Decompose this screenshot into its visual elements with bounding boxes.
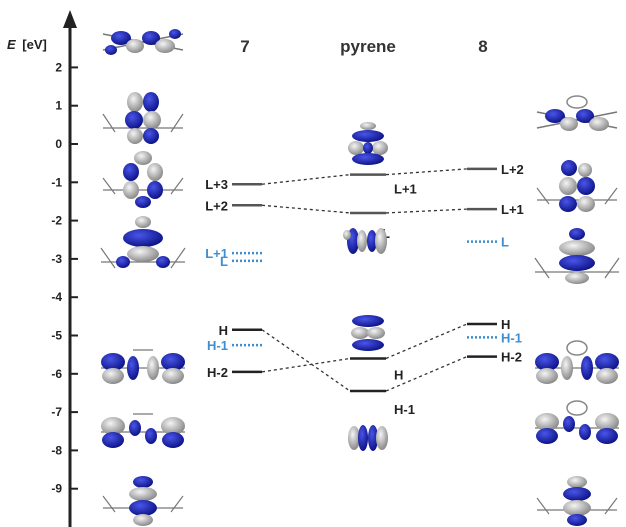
axis-tick-label: 2 [55, 60, 62, 74]
axis-tick-label: -5 [51, 329, 62, 343]
orbital-8-H-2 [536, 476, 618, 526]
orbital-8-L [534, 228, 620, 284]
orbital-7-L [100, 216, 186, 269]
level-label-pyrene-H: H [394, 367, 403, 382]
axis-ticks: 2 1 0 -1 -2 -3 -4 -5 -6 -7 -8 -9 [51, 60, 78, 496]
orbital-pyrene-H [351, 315, 385, 351]
axis-tick-label: -6 [51, 367, 62, 381]
level-label-c8-L: L [501, 235, 509, 250]
correlation-line [385, 355, 468, 392]
level-label-c7-L: L [220, 254, 228, 269]
correlation-lines [261, 168, 468, 392]
level-label-c8-L+1: L+1 [501, 202, 524, 217]
axis-tick-label: -1 [51, 175, 62, 189]
correlation-line [261, 173, 351, 185]
orbital-pyrene-L [343, 228, 387, 254]
level-label-c7-H-1: H-1 [207, 338, 228, 353]
correlation-line [385, 208, 468, 214]
level-label-c7-H-2: H-2 [207, 365, 228, 380]
correlation-line [261, 204, 351, 214]
orbital-images [100, 29, 620, 526]
level-label-c8-H: H [501, 317, 510, 332]
axis-tick-label: -2 [51, 214, 62, 228]
level-label-pyrene-L+1: L+1 [394, 182, 417, 197]
correlation-line [385, 168, 468, 176]
orbital-7-L+2 [102, 92, 184, 144]
orbital-8-H-1 [535, 400, 619, 444]
correlation-line [261, 329, 351, 392]
axis-tick-label: -4 [51, 290, 62, 304]
level-label-c7-L+2: L+2 [205, 198, 228, 213]
axis-title: E [eV] [7, 37, 47, 52]
axis-tick-label: -7 [51, 405, 62, 419]
orbital-7-L+1 [102, 151, 184, 208]
orbital-7-H [101, 349, 185, 384]
correlation-line [385, 323, 468, 360]
axis-tick-label: 0 [55, 137, 62, 151]
axis-title-symbol: E [7, 37, 16, 52]
correlation-line [261, 357, 351, 373]
level-label-c7-L+1: L+1 [205, 246, 228, 261]
axis-tick-label: -8 [51, 443, 62, 457]
level-label-c8-H-1: H-1 [501, 330, 522, 345]
axis-title-unit: [eV] [22, 37, 47, 52]
orbital-8-H [535, 340, 619, 384]
orbital-8-L+1 [536, 160, 618, 212]
orbital-7-H-2 [102, 476, 184, 526]
axis-tick-label: -9 [51, 482, 62, 496]
orbital-pyrene-H-1 [348, 425, 388, 451]
level-label-c7-H: H [219, 323, 228, 338]
level-label-c8-L+2: L+2 [501, 162, 524, 177]
energy-axis: E [eV] 2 1 0 -1 -2 -3 -4 -5 -6 -7 -8 -9 [7, 10, 78, 527]
level-label-c8-H-2: H-2 [501, 350, 522, 365]
orbital-7-L+3 [102, 29, 184, 55]
axis-tick-label: 1 [55, 99, 62, 113]
level-label-pyrene-L: L [382, 226, 390, 241]
axis-tick-label: -3 [51, 252, 62, 266]
orbital-7-H-1 [101, 413, 185, 448]
level-label-pyrene-H-1: H-1 [394, 402, 415, 417]
column-header-pyrene: pyrene [340, 37, 396, 56]
level-label-c7-L+3: L+3 [205, 177, 228, 192]
orbital-pyrene-L+1 [348, 122, 388, 165]
column-header-7: 7 [240, 37, 249, 56]
column-header-8: 8 [478, 37, 487, 56]
orbital-8-L+2 [536, 95, 618, 131]
